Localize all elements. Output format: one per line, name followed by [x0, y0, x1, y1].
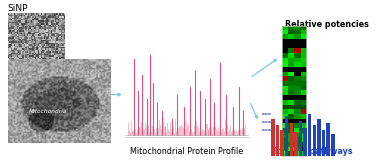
Bar: [327, 123, 330, 156]
Bar: [331, 134, 335, 156]
Bar: [285, 117, 288, 156]
Text: Mitochondria: Mitochondria: [29, 109, 68, 114]
Text: SiNP: SiNP: [8, 4, 28, 13]
Bar: [322, 130, 325, 156]
Text: ██████: ██████: [260, 121, 270, 123]
Text: ██████: ██████: [260, 129, 270, 131]
Text: Toxicity pathways: Toxicity pathways: [271, 147, 352, 156]
Text: Exposure: Exposure: [16, 73, 56, 82]
Bar: [317, 119, 321, 156]
Bar: [280, 130, 284, 156]
Bar: [294, 132, 297, 156]
Bar: [313, 125, 316, 156]
Bar: [290, 123, 293, 156]
Bar: [276, 125, 279, 156]
Bar: [271, 119, 274, 156]
Text: Mitochondrial Protein Profile: Mitochondrial Protein Profile: [130, 147, 244, 156]
Bar: [299, 121, 302, 156]
Bar: [308, 114, 311, 156]
Text: ██████: ██████: [260, 113, 270, 116]
Text: Relative potencies: Relative potencies: [285, 20, 369, 29]
Bar: [304, 128, 307, 156]
